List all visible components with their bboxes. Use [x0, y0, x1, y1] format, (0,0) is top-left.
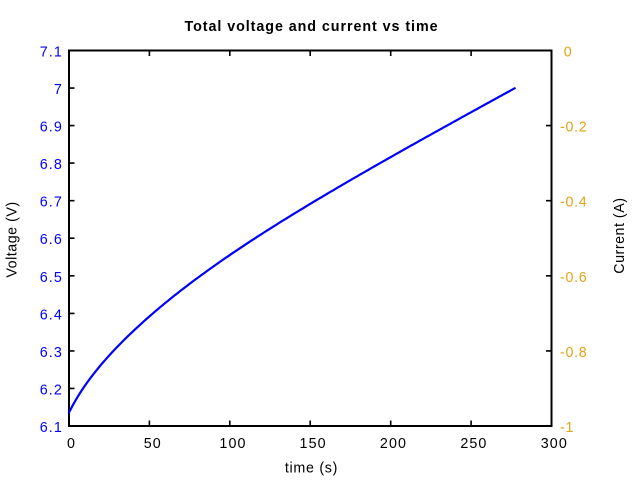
svg-text:6.2: 6.2: [40, 382, 63, 398]
svg-text:7: 7: [54, 82, 63, 98]
svg-text:7.1: 7.1: [40, 45, 63, 61]
svg-text:-0.4: -0.4: [560, 195, 587, 211]
svg-text:6.5: 6.5: [40, 270, 63, 286]
svg-text:Current (A): Current (A): [612, 197, 628, 273]
svg-text:-1: -1: [560, 420, 574, 436]
svg-text:-0.2: -0.2: [560, 120, 587, 136]
svg-text:200: 200: [380, 436, 407, 452]
svg-text:50: 50: [144, 436, 162, 452]
svg-text:-0.6: -0.6: [560, 270, 587, 286]
svg-text:150: 150: [300, 436, 327, 452]
svg-text:6.7: 6.7: [40, 195, 63, 211]
svg-text:6.1: 6.1: [40, 420, 63, 436]
svg-text:Voltage (V): Voltage (V): [5, 201, 21, 277]
svg-text:Total voltage and current vs t: Total voltage and current vs time: [185, 19, 439, 35]
svg-text:0: 0: [564, 45, 573, 61]
svg-text:6.3: 6.3: [40, 345, 63, 361]
svg-text:time (s): time (s): [285, 461, 338, 477]
svg-text:6.4: 6.4: [40, 307, 63, 323]
svg-text:100: 100: [219, 436, 246, 452]
svg-text:6.8: 6.8: [40, 157, 63, 173]
svg-text:250: 250: [460, 436, 487, 452]
svg-text:0: 0: [67, 436, 76, 452]
svg-text:6.9: 6.9: [40, 120, 63, 136]
svg-text:-0.8: -0.8: [560, 345, 587, 361]
svg-text:300: 300: [541, 436, 568, 452]
svg-text:6.6: 6.6: [40, 232, 63, 248]
